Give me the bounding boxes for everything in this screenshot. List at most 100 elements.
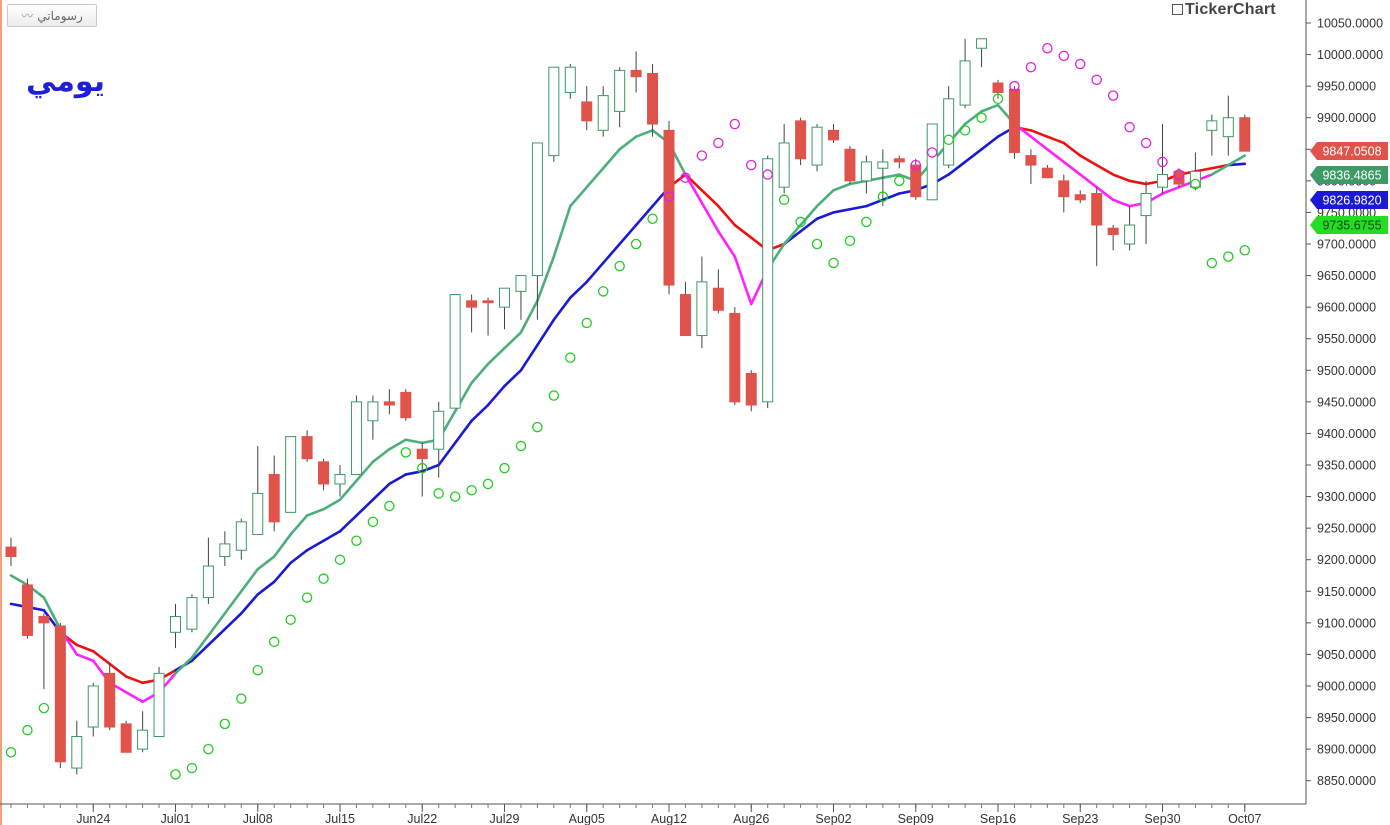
fast-ma-segment (272, 533, 292, 558)
slow-ma-segment (1062, 141, 1082, 157)
sar-point (1173, 169, 1185, 180)
sar-point (252, 664, 263, 676)
candle-body (778, 142, 790, 188)
candle-body (679, 294, 691, 337)
sar-point (334, 554, 346, 565)
slow-ma-segment (305, 539, 325, 552)
candle (778, 124, 790, 194)
sar-point (713, 137, 724, 149)
candle-body (499, 287, 510, 308)
my-drawings-button[interactable]: رسوماتي 〰 (7, 4, 97, 27)
slow-ma-segment (815, 211, 835, 221)
candle-body (170, 616, 181, 633)
candle (334, 464, 346, 497)
candle (1008, 86, 1020, 159)
fast-ma-segment (568, 185, 589, 208)
sar-point (548, 390, 560, 401)
x-tick-label: Aug05 (569, 812, 605, 825)
slow-ma-segment (289, 548, 309, 565)
slow-ma-segment (437, 441, 457, 467)
brand-logo: TickerChart (1172, 1, 1276, 19)
slow-ma-segment (470, 403, 490, 423)
candle-body (515, 275, 527, 292)
y-tick-label: 9700.0000 (1317, 237, 1376, 251)
candle-body (926, 123, 938, 201)
fast-ma-segment (75, 653, 95, 663)
candle-body (1157, 174, 1168, 188)
fast-ma-segment (585, 166, 605, 189)
sar-point (926, 147, 938, 158)
candle (1124, 206, 1136, 251)
candle (153, 667, 165, 738)
fast-ma-segment (223, 589, 243, 615)
candle-body (581, 101, 593, 122)
slow-ma-segment (601, 242, 621, 265)
candle-body (1074, 194, 1086, 201)
candle (630, 51, 642, 93)
candle-body (482, 300, 494, 304)
sar-point (351, 535, 362, 547)
candle (21, 578, 33, 639)
candle-body (1222, 117, 1234, 138)
candle-body (729, 312, 741, 403)
last-value-flag (1310, 166, 1388, 184)
fast-ma-segment (124, 691, 144, 704)
fast-ma-segment (240, 567, 260, 593)
y-tick-label: 9400.0000 (1317, 427, 1376, 441)
sar-point (1223, 251, 1234, 262)
left-border (0, 0, 2, 825)
candle-body (828, 129, 839, 141)
candles (5, 38, 1251, 775)
fast-ma-segment (618, 135, 638, 151)
sar-point (318, 573, 329, 584)
candle (1025, 149, 1037, 185)
candle (1107, 225, 1119, 251)
sar-point (1206, 257, 1218, 269)
sar-point (449, 491, 461, 502)
fast-ma-segment (799, 204, 819, 227)
slow-ma-segment (799, 217, 819, 233)
slow-ma-segment (1194, 166, 1214, 173)
fast-ma-segment (832, 182, 852, 192)
fast-ma-segment (1078, 173, 1098, 189)
slow-ma-segment (1111, 173, 1131, 183)
slow-ma-segment (355, 498, 375, 517)
sar-point (5, 747, 17, 758)
slow-ma-segment (108, 662, 128, 678)
y-tick-label: 10050.0000 (1317, 17, 1383, 31)
slow-ma-segment (256, 580, 276, 596)
candle (515, 275, 527, 320)
y-tick-label: 9150.0000 (1317, 585, 1376, 599)
slow-ma-segment (1078, 154, 1098, 167)
candle-body (959, 60, 971, 106)
slow-ma-segment (322, 529, 342, 543)
sar-point (515, 440, 527, 452)
sar-point (861, 216, 872, 228)
candle-body (54, 625, 66, 763)
sar-point (663, 191, 675, 202)
sar-point (647, 213, 658, 224)
candle (383, 389, 395, 415)
fast-ma-segment (207, 612, 227, 637)
candle (416, 442, 428, 497)
candle (301, 430, 313, 462)
candle (597, 86, 609, 137)
y-tick-label: 9500.0000 (1317, 364, 1376, 378)
slow-ma-segment (338, 514, 358, 533)
last-value-tag: 9735.6755 (1310, 216, 1388, 234)
candle (762, 155, 774, 409)
sar-point (894, 175, 905, 187)
candle-body (1008, 88, 1020, 153)
sar-point (532, 421, 543, 433)
candle-body (285, 436, 297, 513)
last-value-text: 9836.4865 (1322, 169, 1381, 183)
logo-box-icon (1172, 4, 1183, 15)
candle (137, 711, 149, 753)
slow-ma-segment (190, 643, 210, 663)
candle-body (301, 436, 313, 460)
sar-point (844, 235, 856, 247)
slow-ma-segment (124, 675, 144, 685)
fast-ma-segment (1111, 198, 1131, 208)
sar-point (778, 194, 790, 206)
